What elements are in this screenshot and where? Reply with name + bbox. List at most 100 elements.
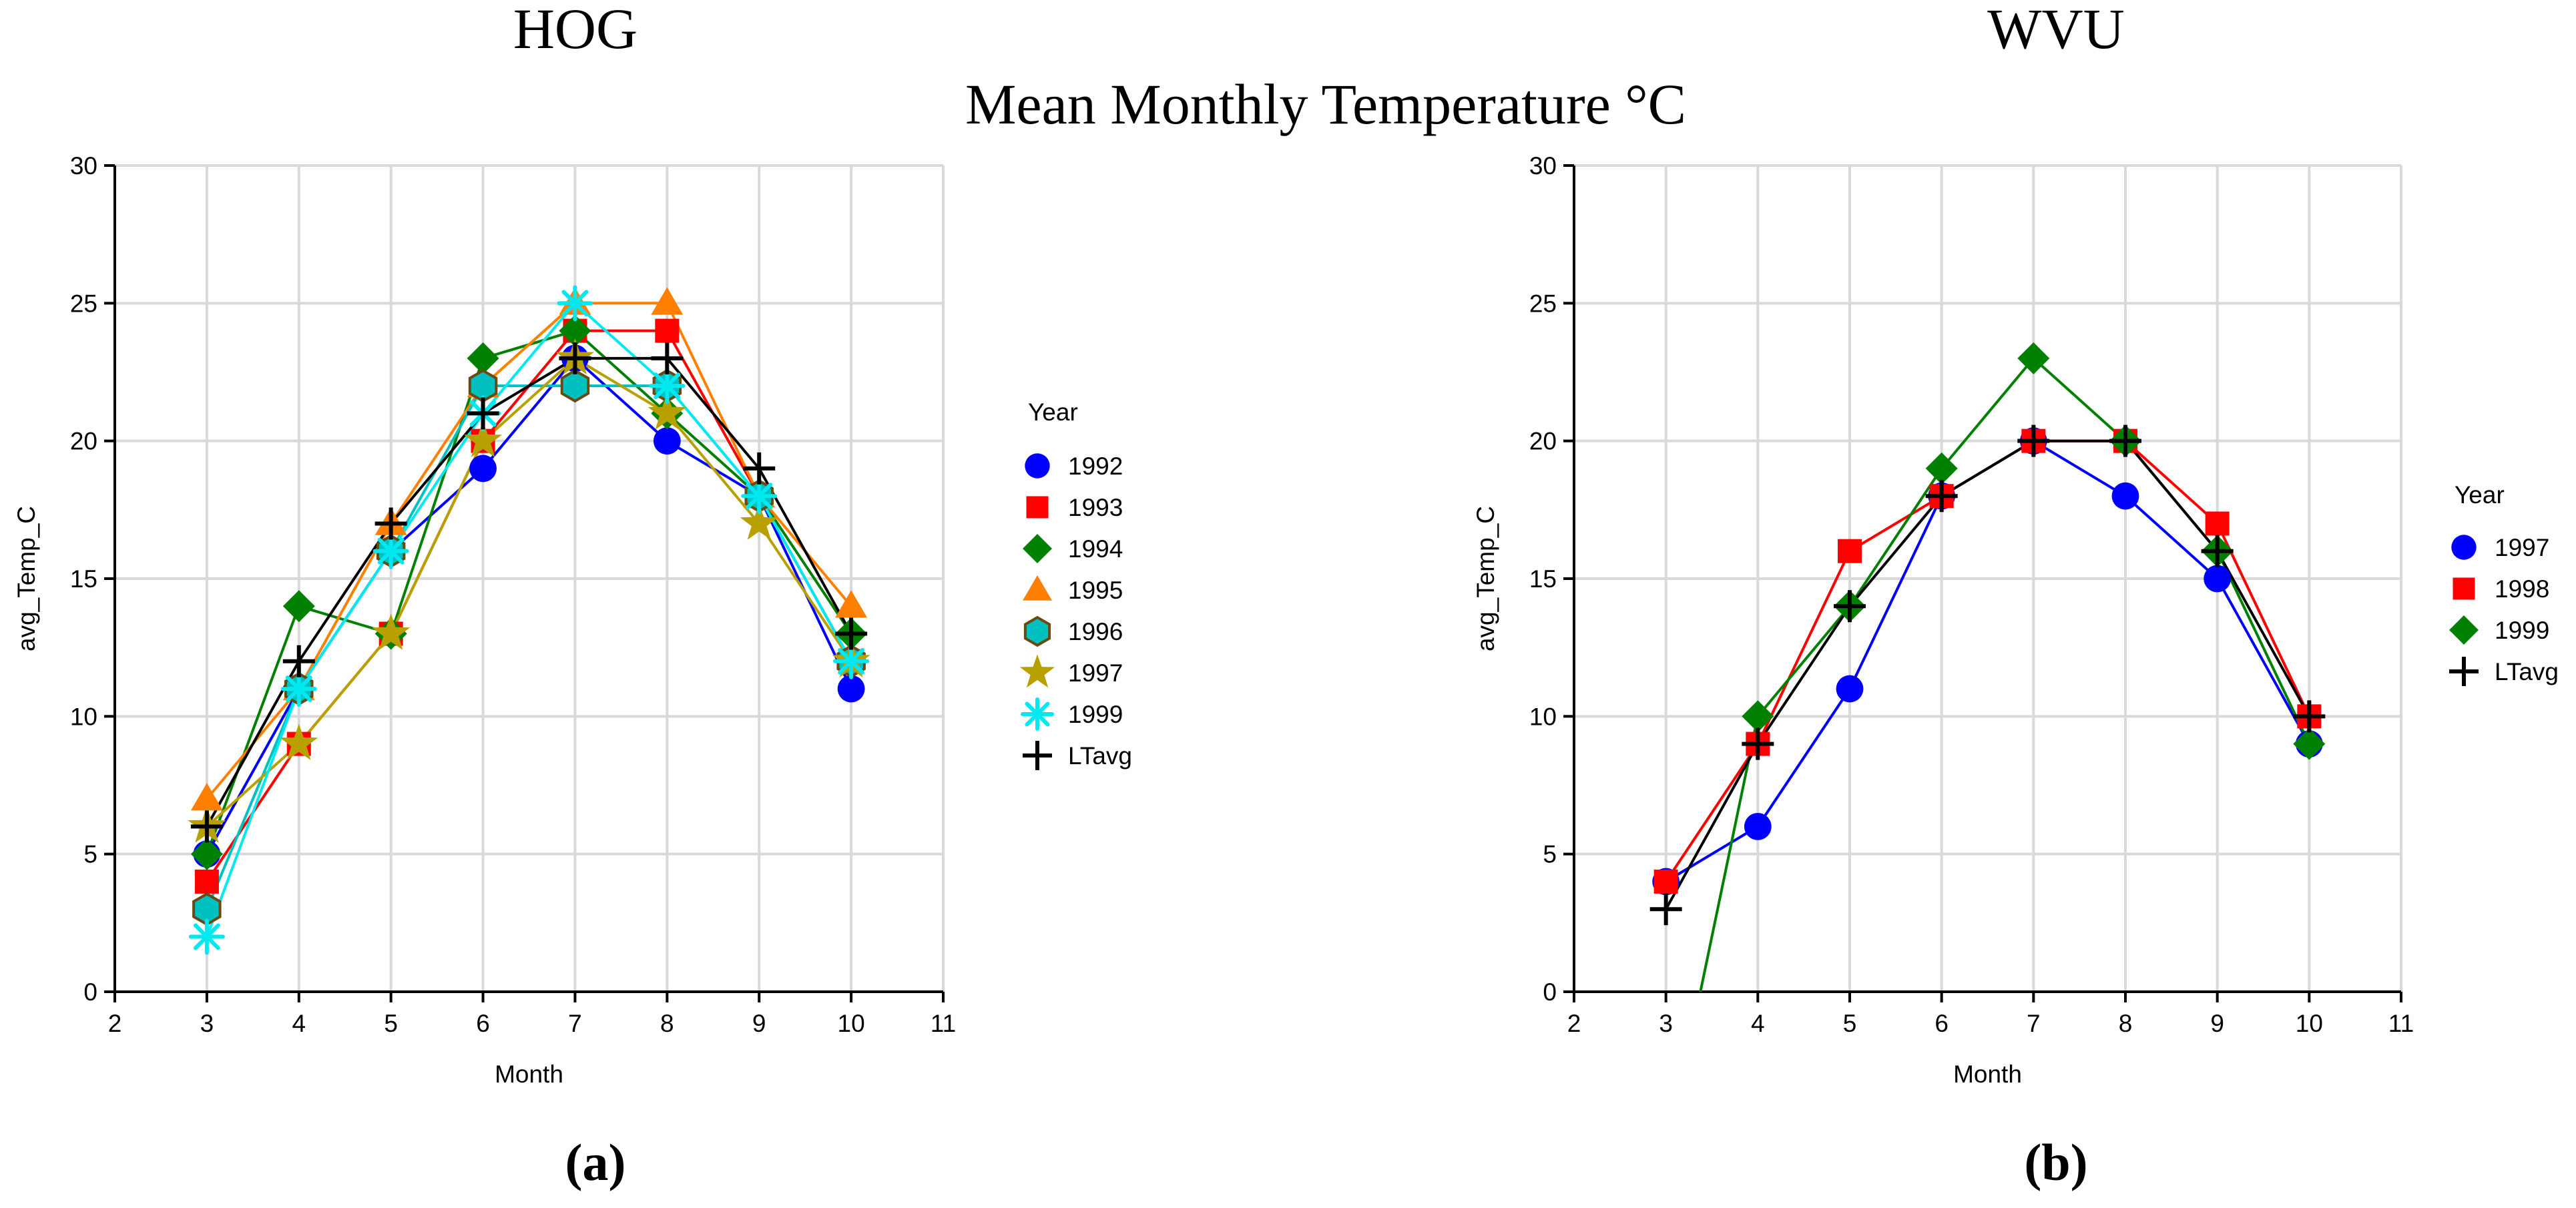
data-point-1994 — [190, 838, 223, 870]
y-tick-label: 10 — [70, 703, 97, 730]
data-point-LTavg — [743, 452, 776, 485]
legend-label: 1997 — [2495, 534, 2549, 561]
data-point-LTavg — [559, 342, 591, 374]
data-point-1997 — [648, 393, 686, 430]
legend-item-LTavg: LTavg — [2449, 657, 2559, 686]
legend-b: Year 1997 1998 1999 LTavg — [2449, 481, 2559, 686]
legend-item-1997: 1997 — [1019, 654, 1123, 688]
legend-marker-1999 — [1021, 697, 1054, 731]
legend-label: 1996 — [1068, 618, 1123, 645]
legend-item-1999: 1999 — [1021, 697, 1123, 731]
data-point-LTavg — [2201, 535, 2234, 567]
panel-a: 2 3 4 5 6 7 8 9 10 11 0 5 10 15 20 25 30 Month avg_Temp_C H… — [13, 0, 1132, 1191]
x-tick-label: 5 — [1843, 1010, 1857, 1037]
x-tick-label: 8 — [2119, 1010, 2133, 1037]
x-tick-label: 7 — [568, 1010, 582, 1037]
panel-title: WVU — [1987, 0, 2124, 61]
data-point-1997 — [464, 420, 503, 457]
data-point-1998 — [1653, 869, 1678, 894]
data-point-1999 — [1925, 452, 1958, 485]
legend-marker-LTavg — [1023, 741, 1052, 770]
panel-label: (b) — [2024, 1133, 2087, 1191]
legend-item-1992: 1992 — [1025, 452, 1123, 480]
x-tick-label: 6 — [1935, 1010, 1949, 1037]
grid-b — [1573, 164, 2402, 993]
plot-area-b — [1649, 342, 2326, 992]
series-line-LTavg — [1664, 439, 2311, 910]
data-point-1994 — [467, 342, 499, 374]
data-point-1997 — [1744, 813, 1772, 840]
x-tick-label: 3 — [200, 1010, 214, 1037]
legend-item-1997: 1997 — [2451, 534, 2549, 561]
legend-label: LTavg — [2495, 658, 2559, 685]
y-tick-label: 25 — [70, 290, 97, 317]
data-point-1992 — [653, 427, 681, 455]
series-markers-1996 — [192, 368, 866, 926]
legend-label: 1994 — [1068, 535, 1123, 563]
data-point-1999 — [372, 533, 409, 569]
legend-item-1996: 1996 — [1023, 615, 1123, 647]
x-tick-label: 11 — [2388, 1010, 2414, 1037]
data-point-1993 — [194, 869, 219, 894]
data-point-LTavg — [190, 810, 223, 843]
data-point-LTavg — [1925, 480, 1958, 513]
series-line-1999 — [206, 302, 852, 938]
x-tick-label: 9 — [2210, 1010, 2224, 1037]
legend-label: LTavg — [1068, 742, 1132, 770]
data-point-LTavg — [2293, 700, 2326, 733]
data-point-1999 — [557, 285, 593, 322]
y-tick-label: 0 — [83, 978, 97, 1006]
y-tick-label: 15 — [1529, 565, 1557, 593]
series-line-1995 — [206, 302, 852, 800]
y-axis-title: avg_Temp_C — [13, 506, 40, 651]
y-tick-label: 30 — [70, 152, 97, 180]
data-point-1992 — [837, 675, 865, 703]
data-point-1994 — [282, 590, 315, 623]
legend-item-1999: 1999 — [2449, 615, 2549, 645]
figure-main-title: Mean Monthly Temperature °C — [965, 72, 1686, 136]
data-point-1995 — [835, 590, 868, 618]
data-point-1999 — [1742, 700, 1774, 733]
data-point-LTavg — [1649, 893, 1682, 926]
data-point-1992 — [469, 455, 497, 483]
grid-a — [113, 164, 945, 993]
legend-marker-LTavg — [2449, 657, 2479, 686]
legend-marker-1997 — [1019, 654, 1055, 688]
x-tick-label: 5 — [384, 1010, 398, 1037]
panel-title: HOG — [513, 0, 637, 61]
data-point-1999 — [741, 478, 778, 515]
y-tick-label: 5 — [1543, 841, 1557, 868]
y-tick-label: 5 — [83, 841, 97, 868]
y-tick-label: 20 — [70, 428, 97, 455]
y-tick-label: 10 — [1529, 703, 1557, 730]
legend-title: Year — [2455, 481, 2505, 509]
data-point-LTavg — [374, 507, 407, 540]
data-point-1995 — [651, 287, 684, 315]
data-point-1999 — [188, 918, 225, 955]
legend-label: 1997 — [1068, 659, 1123, 687]
y-tick-label: 0 — [1543, 978, 1557, 1006]
data-point-1995 — [190, 783, 223, 811]
legend-label: 1995 — [1068, 577, 1123, 604]
y-tick-label: 30 — [1529, 152, 1557, 180]
data-point-LTavg — [1834, 590, 1866, 623]
legend-label: 1999 — [2495, 617, 2549, 644]
x-axis-title: Month — [1953, 1061, 2022, 1088]
legend-marker-1994 — [1023, 534, 1052, 563]
data-point-1993 — [655, 318, 680, 343]
data-point-1999 — [2293, 727, 2326, 760]
data-point-1997 — [2204, 565, 2232, 593]
data-point-1999 — [280, 671, 317, 707]
series-line-1997 — [206, 356, 852, 828]
data-point-1994 — [559, 314, 591, 347]
data-point-1999 — [2017, 342, 2050, 374]
data-point-1998 — [1838, 539, 1862, 563]
data-point-LTavg — [2109, 424, 2141, 457]
series-markers-1997 — [1652, 427, 2323, 896]
data-point-LTavg — [835, 617, 868, 650]
legend-marker-1998 — [2453, 577, 2475, 600]
series-markers-LTavg — [190, 342, 868, 843]
legend-item-1994: 1994 — [1023, 534, 1123, 563]
data-point-1998 — [2205, 511, 2230, 536]
y-axis-title: avg_Temp_C — [1472, 506, 1499, 651]
